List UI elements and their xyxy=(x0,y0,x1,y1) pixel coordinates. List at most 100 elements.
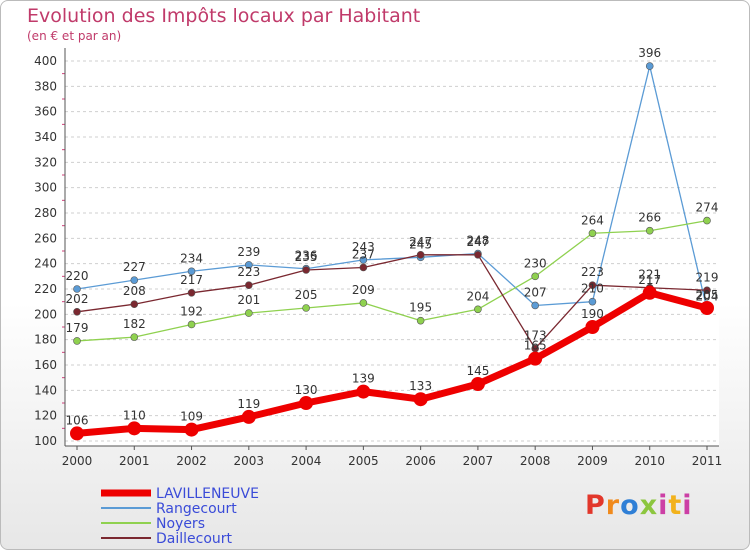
data-label-daillecourt: 173 xyxy=(524,329,547,343)
data-point-lavilleneuve xyxy=(528,351,543,366)
data-point-rangecourt xyxy=(645,62,654,70)
proxiti-logo: Proxiti xyxy=(585,490,693,521)
legend-label-noyers: Noyers xyxy=(156,516,205,532)
data-point-noyers xyxy=(474,305,482,314)
data-label-noyers: 195 xyxy=(409,301,432,315)
data-label-lavilleneuve: 145 xyxy=(466,364,489,378)
data-point-noyers xyxy=(645,226,654,235)
data-label-noyers: 274 xyxy=(696,201,719,215)
data-label-daillecourt: 247 xyxy=(466,235,489,249)
data-label-lavilleneuve: 106 xyxy=(66,413,89,427)
x-tick-label: 2003 xyxy=(234,454,265,468)
series-line-daillecourt xyxy=(76,254,708,350)
data-label-lavilleneuve: 119 xyxy=(237,397,260,411)
x-tick-label: 2006 xyxy=(405,454,436,468)
data-label-daillecourt: 235 xyxy=(295,250,318,264)
data-label-noyers: 192 xyxy=(180,304,203,318)
data-point-noyers xyxy=(73,337,81,345)
y-tick-label: 240 xyxy=(34,257,57,271)
data-point-lavilleneuve xyxy=(127,421,142,436)
data-label-rangecourt: 227 xyxy=(123,260,146,274)
data-point-noyers xyxy=(302,304,310,312)
data-point-lavilleneuve xyxy=(299,396,314,410)
data-point-daillecourt xyxy=(187,288,196,297)
data-point-daillecourt xyxy=(703,286,711,295)
data-point-lavilleneuve xyxy=(241,409,256,424)
data-label-lavilleneuve: 139 xyxy=(352,372,375,386)
series-line-rangecourt xyxy=(76,65,708,310)
y-tick-label: 260 xyxy=(34,231,57,245)
data-label-rangecourt: 243 xyxy=(352,240,375,254)
chart-subtitle: (en € et par an) xyxy=(27,29,122,43)
data-label-noyers: 179 xyxy=(66,321,89,335)
x-tick-label: 2005 xyxy=(348,454,379,468)
x-tick-label: 2009 xyxy=(577,454,608,468)
y-tick-label: 360 xyxy=(34,105,57,119)
data-point-rangecourt xyxy=(359,256,368,264)
y-tick-label: 300 xyxy=(34,181,57,195)
data-label-noyers: 204 xyxy=(466,289,489,303)
legend-label-rangecourt: Rangecourt xyxy=(156,501,237,517)
x-tick-label: 2011 xyxy=(692,454,723,468)
x-tick-label: 2001 xyxy=(119,454,150,468)
data-point-lavilleneuve xyxy=(642,285,657,300)
data-label-noyers: 201 xyxy=(237,293,260,307)
data-label-rangecourt: 210 xyxy=(581,282,604,296)
data-point-rangecourt xyxy=(588,297,597,306)
data-point-noyers xyxy=(416,316,425,325)
data-point-daillecourt xyxy=(302,266,310,274)
data-label-daillecourt: 208 xyxy=(123,284,146,298)
data-label-lavilleneuve: 190 xyxy=(581,307,604,321)
data-point-lavilleneuve xyxy=(70,426,84,441)
data-point-daillecourt xyxy=(130,300,139,309)
data-label-rangecourt: 239 xyxy=(237,245,260,259)
x-tick-label: 2010 xyxy=(634,454,665,468)
data-point-daillecourt xyxy=(416,251,425,259)
x-tick-label: 2004 xyxy=(291,454,322,468)
data-point-lavilleneuve xyxy=(470,377,485,391)
data-label-lavilleneuve: 133 xyxy=(409,379,432,393)
data-label-daillecourt: 237 xyxy=(352,247,375,261)
data-point-noyers xyxy=(531,272,539,281)
data-label-lavilleneuve: 205 xyxy=(696,288,719,302)
plot-area xyxy=(65,48,719,446)
series-line-noyers xyxy=(76,219,708,342)
data-point-daillecourt xyxy=(359,263,368,272)
data-label-rangecourt: 207 xyxy=(524,285,547,299)
data-label-lavilleneuve: 109 xyxy=(180,410,203,424)
data-point-rangecourt xyxy=(245,261,253,269)
data-point-lavilleneuve xyxy=(585,320,600,334)
data-point-rangecourt xyxy=(130,276,139,284)
data-label-rangecourt: 220 xyxy=(66,269,89,283)
data-label-rangecourt: 245 xyxy=(409,237,432,251)
data-label-lavilleneuve: 217 xyxy=(638,273,661,287)
data-label-lavilleneuve: 165 xyxy=(524,339,547,353)
data-label-daillecourt: 221 xyxy=(638,268,661,282)
legend-label-daillecourt: Daillecourt xyxy=(156,531,233,547)
data-label-rangecourt: 236 xyxy=(295,249,318,263)
x-tick-label: 2008 xyxy=(520,454,551,468)
data-point-lavilleneuve xyxy=(700,301,714,315)
y-tick-label: 160 xyxy=(34,358,57,372)
data-point-noyers xyxy=(130,333,139,341)
data-label-daillecourt: 247 xyxy=(409,235,432,249)
x-tick-label: 2002 xyxy=(176,454,207,468)
x-tick-label: 2000 xyxy=(62,454,93,468)
y-tick-label: 380 xyxy=(34,79,57,93)
data-label-noyers: 266 xyxy=(638,211,661,225)
legend-label-lavilleneuve: LAVILLENEUVE xyxy=(156,486,259,502)
data-point-noyers xyxy=(187,320,196,329)
data-point-lavilleneuve xyxy=(356,384,371,399)
data-label-daillecourt: 223 xyxy=(581,265,604,279)
data-point-noyers xyxy=(245,309,253,317)
y-tick-label: 340 xyxy=(34,130,57,144)
series-line-lavilleneuve xyxy=(76,289,708,437)
y-tick-label: 180 xyxy=(34,333,57,347)
y-tick-label: 200 xyxy=(34,307,57,321)
y-tick-label: 280 xyxy=(34,206,57,220)
data-point-noyers xyxy=(703,216,711,225)
y-tick-label: 220 xyxy=(34,282,57,296)
y-tick-label: 400 xyxy=(34,54,57,68)
